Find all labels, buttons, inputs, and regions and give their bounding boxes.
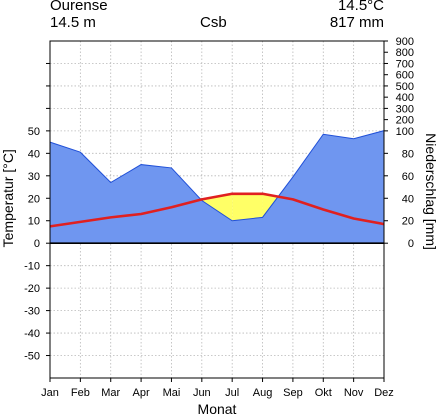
arid-area [232, 193, 263, 221]
right-tick-label: 800 [396, 47, 414, 59]
month-label: Jun [193, 387, 211, 399]
right-tick-label: 0 [408, 238, 414, 250]
left-tick-label: -50 [24, 351, 40, 363]
left-tick-label: 10 [28, 216, 40, 228]
right-tick-label: 60 [402, 171, 414, 183]
month-label: Okt [315, 387, 332, 399]
mean-temperature: 14.5°C [337, 0, 384, 14]
x-axis-title: Monat [198, 401, 237, 417]
month-label: Nov [344, 387, 364, 399]
annual-precipitation: 817 mm [329, 14, 384, 31]
right-tick-label: 600 [396, 70, 414, 82]
month-label: Feb [71, 387, 90, 399]
plot-frame [49, 40, 385, 379]
right-tick-label: 900 [396, 36, 414, 48]
left-tick-label: -40 [24, 328, 40, 340]
month-label: Apr [133, 387, 150, 399]
right-axis-title: Niederschlag [mm] [423, 133, 439, 250]
right-tick-label: 300 [396, 103, 414, 115]
precipitation-line [49, 130, 385, 222]
right-tick-label: 40 [402, 193, 414, 205]
chart-lines [49, 130, 385, 228]
month-label: Dez [374, 387, 394, 399]
left-tick-label: 30 [28, 171, 40, 183]
month-label: Sep [283, 387, 303, 399]
left-tick-label: 40 [28, 148, 40, 160]
right-tick-label: 200 [396, 115, 414, 127]
month-label: Jul [225, 387, 239, 399]
right-tick-label: 400 [396, 92, 414, 104]
left-tick-label: -30 [24, 306, 40, 318]
station-elevation: 14.5 m [50, 14, 96, 31]
arid-area [201, 193, 233, 221]
right-tick-label: 100 [396, 126, 414, 138]
month-label: Aug [253, 387, 273, 399]
right-tick-label: 500 [396, 81, 414, 93]
month-label: Jan [41, 387, 59, 399]
left-tick-label: -10 [24, 261, 40, 273]
climate-class: Csb [200, 14, 227, 31]
left-tick-label: 50 [28, 126, 40, 138]
right-tick-label: 80 [402, 148, 414, 160]
right-tick-label: 20 [402, 216, 414, 228]
axis-labels: -50-40-30-20-100102030405002040608010020… [0, 36, 439, 417]
left-tick-label: 0 [34, 238, 40, 250]
temperature-line [49, 192, 385, 228]
left-axis-title: Temperatur [°C] [0, 149, 16, 247]
month-label: Mai [163, 387, 181, 399]
axes [46, 40, 388, 382]
left-tick-label: 20 [28, 193, 40, 205]
right-tick-label: 700 [396, 58, 414, 70]
month-label: Mar [101, 387, 120, 399]
station-name: Ourense [50, 0, 108, 14]
left-tick-label: -20 [24, 283, 40, 295]
